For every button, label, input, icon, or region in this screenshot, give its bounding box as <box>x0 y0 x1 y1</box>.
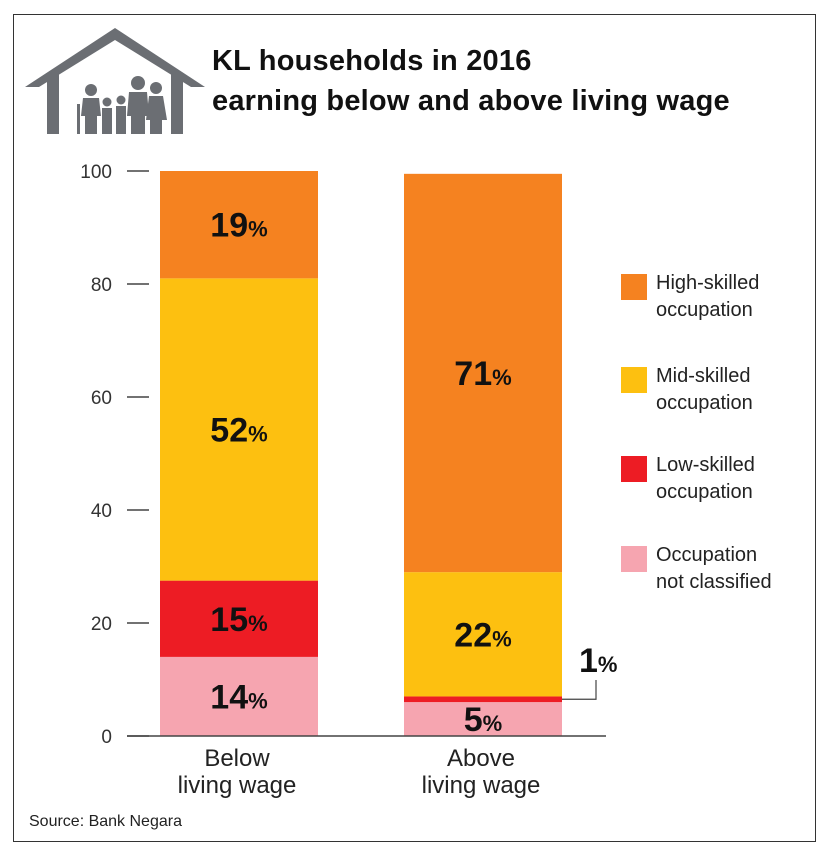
legend-label: Mid-skilled occupation <box>656 365 753 414</box>
bar-segment <box>160 580 318 657</box>
bar-segment <box>404 572 562 697</box>
y-tick-label: 60 <box>91 388 112 409</box>
house-family-icon <box>25 24 205 141</box>
category-label: living wage <box>422 772 541 799</box>
y-tick-label: 20 <box>91 614 112 635</box>
category-label: living wage <box>178 772 297 799</box>
y-tick-label: 100 <box>80 162 112 183</box>
bar-segment <box>160 656 318 736</box>
legend-swatch <box>621 274 647 300</box>
data-label: 14% <box>210 678 267 716</box>
legend-swatch <box>621 546 647 572</box>
data-label: 1% <box>579 642 617 680</box>
bar-segment <box>404 702 562 736</box>
y-tick-label: 0 <box>101 727 112 748</box>
data-label: 71% <box>454 355 511 393</box>
data-label: 5% <box>464 701 502 739</box>
bar-segment <box>404 173 562 573</box>
chart-title-line-2: earning below and above living wage <box>212 85 730 117</box>
bar-segment <box>404 696 562 703</box>
bar-segment <box>160 278 318 581</box>
legend-label: Low-skilled occupation <box>656 454 755 503</box>
legend-label: High-skilled occupation <box>656 272 760 321</box>
legend-label: Occupation not classified <box>656 544 772 593</box>
bar-segment <box>160 171 318 279</box>
y-tick-label: 40 <box>91 501 112 522</box>
legend-swatch <box>621 367 647 393</box>
callout-line <box>562 680 597 700</box>
chart-title-line-1: KL households in 2016 <box>212 45 532 77</box>
data-label: 15% <box>210 601 267 639</box>
category-label: Above <box>447 745 515 772</box>
source-note: Source: Bank Negara <box>29 813 182 830</box>
data-label: 19% <box>210 207 267 245</box>
category-label: Below <box>204 745 270 772</box>
legend-swatch <box>621 456 647 482</box>
data-label: 22% <box>454 616 511 654</box>
data-label: 52% <box>210 411 267 449</box>
y-tick-label: 80 <box>91 275 112 296</box>
